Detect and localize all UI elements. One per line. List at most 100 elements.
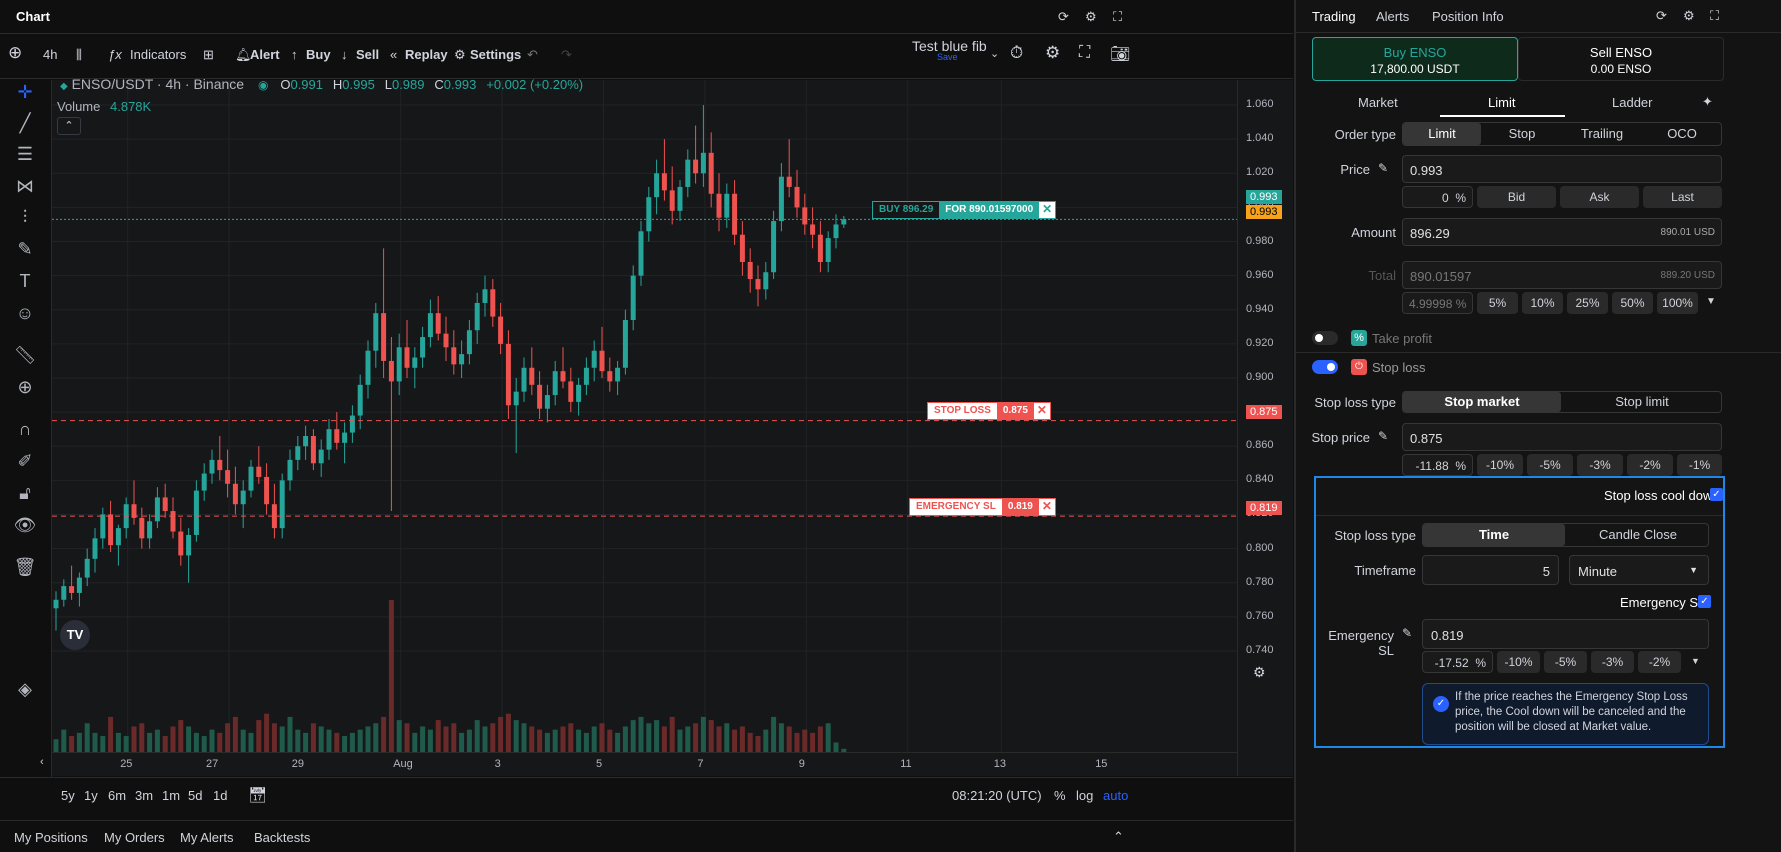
expand-panel-icon[interactable]: ⌃ (1113, 829, 1124, 844)
buy-side-button[interactable]: Buy ENSO 17,800.00 USDT (1312, 37, 1518, 81)
timeframe-unit-select[interactable]: Minute ▼ (1569, 555, 1709, 585)
tab-alerts[interactable]: Alerts (1376, 9, 1410, 24)
stop-minus-3-button[interactable]: -3% (1577, 454, 1623, 476)
total-input[interactable]: 890.01597 889.20 USD (1402, 261, 1722, 289)
last-button[interactable]: Last (1643, 186, 1722, 208)
order-type-limit[interactable]: Limit (1403, 123, 1481, 145)
settings-button[interactable]: Settings (470, 47, 522, 62)
trend-line-icon[interactable]: ╱ (19, 113, 31, 133)
pattern-icon[interactable]: ⋈ (16, 176, 34, 196)
emergency-minus-5-button[interactable]: -5% (1544, 651, 1587, 673)
emergency-minus-3-button[interactable]: -3% (1591, 651, 1634, 673)
log-scale-button[interactable]: log (1076, 788, 1094, 803)
layout-name[interactable]: Test blue fib (912, 38, 987, 54)
tab-market[interactable]: Market (1358, 95, 1398, 110)
emergency-sl-line-label[interactable]: EMERGENCY SL 0.819 ✕ (909, 498, 1056, 516)
pencil-icon[interactable]: ✎ (1378, 161, 1389, 175)
tab-my-positions[interactable]: My Positions (14, 830, 88, 845)
range-1d[interactable]: 1d (213, 788, 228, 803)
range-1y[interactable]: 1y (84, 788, 98, 803)
range-5d[interactable]: 5d (188, 788, 203, 803)
buy-button[interactable]: Buy (306, 47, 331, 62)
price-axis[interactable]: 1.0601.0401.0201.0000.9800.9600.9400.920… (1237, 80, 1293, 776)
camera-icon[interactable]: 📷︎ (1110, 46, 1131, 63)
refresh-icon[interactable]: ⟳ (1656, 8, 1667, 23)
timeframe-input[interactable]: 5 (1422, 555, 1559, 585)
emergency-minus-10-button[interactable]: -10% (1497, 651, 1540, 673)
crosshair-icon[interactable]: ✛ (17, 82, 33, 102)
add-symbol-icon[interactable]: ⊕ (8, 43, 23, 62)
emergency-offset-input[interactable]: -17.52 % (1422, 651, 1493, 673)
price-offset-input[interactable]: 0 % (1402, 186, 1473, 208)
auto-scale-button[interactable]: auto (1103, 788, 1129, 803)
calendar-icon[interactable]: 📅︎ (248, 787, 268, 804)
emoji-icon[interactable]: ☺ (15, 303, 35, 323)
emergency-sl-checkbox[interactable]: ✓ (1698, 595, 1711, 608)
trash-icon[interactable]: 🗑︎ (13, 557, 37, 577)
tab-limit[interactable]: Limit (1488, 95, 1516, 110)
pencil-icon[interactable]: ✎ (1402, 626, 1413, 640)
eye-icon[interactable]: 👁︎ (13, 515, 37, 535)
refresh-icon[interactable]: ⟳ (1058, 9, 1069, 24)
fullscreen-icon[interactable]: ⛶ (1079, 44, 1091, 61)
total-percent-input[interactable]: 4.99998 % (1402, 292, 1473, 314)
quick-search-icon[interactable]: ⏱ (1010, 43, 1024, 62)
chevron-down-icon[interactable]: ⌄ (990, 48, 1000, 60)
percent-25-button[interactable]: 25% (1567, 292, 1608, 314)
sell-side-button[interactable]: Sell ENSO 0.00 ENSO (1518, 37, 1724, 81)
fullscreen-icon[interactable]: ⛶ (1113, 9, 1123, 24)
close-icon[interactable]: ✕ (1038, 201, 1057, 219)
range-5y[interactable]: 5y (61, 788, 75, 803)
layout-save-label[interactable]: Save (937, 52, 958, 62)
cool-down-candle-close-option[interactable]: Candle Close (1598, 527, 1678, 542)
stop-minus-2-button[interactable]: -2% (1627, 454, 1673, 476)
tradingview-logo[interactable]: TV (60, 620, 90, 650)
take-profit-toggle[interactable] (1312, 331, 1338, 345)
ask-button[interactable]: Ask (1560, 186, 1639, 208)
close-icon[interactable]: ✕ (1032, 402, 1051, 420)
chart-canvas[interactable] (52, 80, 1237, 752)
order-type-trailing[interactable]: Trailing (1580, 126, 1624, 141)
stop-minus-5-button[interactable]: -5% (1527, 454, 1573, 476)
templates-icon[interactable]: ⊞ (203, 47, 214, 62)
order-type-stop[interactable]: Stop (1508, 126, 1536, 141)
indicators-button[interactable]: Indicators (130, 47, 187, 62)
buy-order-line-label[interactable]: BUY 896.29 FOR 890.01597000 ✕ (872, 201, 1057, 219)
clock-display[interactable]: 08:21:20 (UTC) (952, 788, 1042, 803)
sparkle-icon[interactable]: ✦ (1702, 94, 1713, 109)
gear-icon[interactable]: ⚙ (1085, 9, 1097, 24)
tab-backtests[interactable]: Backtests (254, 830, 311, 845)
caret-down-icon[interactable]: ▼ (1706, 296, 1716, 307)
scroll-left-icon[interactable]: ‹ (40, 756, 44, 768)
amount-input[interactable]: 896.29 890.01 USD (1402, 218, 1722, 246)
layers-icon[interactable]: ◈ (18, 679, 32, 699)
percent-10-button[interactable]: 10% (1522, 292, 1563, 314)
fib-icon[interactable]: ☰ (16, 144, 34, 164)
symbol-name[interactable]: ENSO/USDT · 4h · Binance (71, 76, 245, 92)
gear-icon[interactable]: ⚙ (1045, 43, 1061, 62)
text-icon[interactable]: T (19, 271, 31, 291)
order-type-oco[interactable]: OCO (1667, 126, 1697, 141)
percent-50-button[interactable]: 50% (1612, 292, 1653, 314)
stop-offset-input[interactable]: -11.88 % (1402, 454, 1473, 476)
interval-button[interactable]: 4h (43, 47, 58, 62)
chart-plot[interactable]: ◆ ENSO/USDT · 4h · Binance ◉ O0.991 H0.9… (52, 76, 1292, 776)
tab-position-info[interactable]: Position Info (1432, 9, 1504, 24)
emergency-sl-input[interactable]: 0.819 (1422, 619, 1709, 649)
stop-minus-1-button[interactable]: -1% (1677, 454, 1722, 476)
alert-button[interactable]: Alert (250, 47, 280, 62)
percent-5-button[interactable]: 5% (1477, 292, 1518, 314)
replay-button[interactable]: Replay (405, 47, 448, 62)
stop-market-option[interactable]: Stop market (1403, 392, 1561, 412)
lock-icon[interactable]: 🔓︎ (19, 483, 31, 503)
close-icon[interactable]: ✕ (1037, 498, 1056, 516)
stop-price-input[interactable]: 0.875 (1402, 423, 1722, 451)
stop-minus-10-button[interactable]: -10% (1477, 454, 1523, 476)
zoom-icon[interactable]: ⊕ (17, 377, 33, 397)
sell-button[interactable]: Sell (356, 47, 380, 62)
range-3m[interactable]: 3m (135, 788, 154, 803)
redo-icon[interactable]: ↷ (561, 47, 572, 62)
bid-button[interactable]: Bid (1477, 186, 1556, 208)
lock-drawing-icon[interactable]: ✐ (17, 451, 33, 471)
ruler-icon[interactable]: 📏︎ (13, 345, 37, 365)
